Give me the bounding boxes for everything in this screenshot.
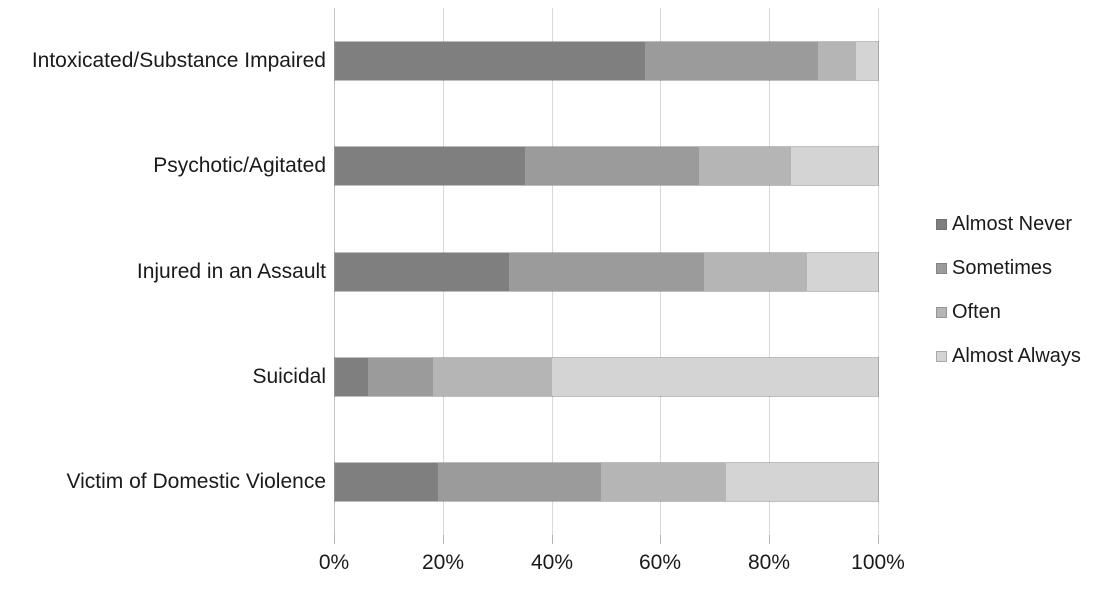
x-tick-mark bbox=[334, 535, 335, 544]
bar-segment-almost-never bbox=[335, 147, 526, 185]
x-tick-label: 80% bbox=[747, 551, 791, 574]
bar-segment-often bbox=[601, 463, 726, 501]
x-tick-label: 0% bbox=[318, 551, 350, 574]
bar-segment-almost-never bbox=[335, 42, 645, 80]
bar-segment-almost-always bbox=[791, 147, 878, 185]
bar-segment-sometimes bbox=[367, 358, 433, 396]
legend-item: Sometimes bbox=[936, 256, 1081, 279]
bar-segment-often bbox=[818, 42, 857, 80]
bar-segment-almost-never bbox=[335, 253, 509, 291]
legend-swatch-icon bbox=[936, 218, 947, 230]
bar-segment-often bbox=[432, 358, 553, 396]
x-tick-label: 100% bbox=[851, 551, 905, 574]
plot-area bbox=[334, 8, 879, 535]
x-tick-mark bbox=[443, 535, 444, 544]
bar-segment-almost-never bbox=[335, 358, 368, 396]
legend-label: Almost Never bbox=[952, 212, 1073, 235]
bar-segment-sometimes bbox=[438, 463, 602, 501]
category-label: Psychotic/Agitated bbox=[153, 154, 326, 177]
bar-row bbox=[334, 146, 879, 186]
x-tick-label: 60% bbox=[638, 551, 682, 574]
bar-segment-almost-always bbox=[856, 42, 878, 80]
legend-item: Almost Always bbox=[936, 344, 1081, 367]
legend-swatch-icon bbox=[936, 350, 947, 362]
legend-item: Often bbox=[936, 300, 1081, 323]
x-tick-mark bbox=[660, 535, 661, 544]
legend-item: Almost Never bbox=[936, 212, 1081, 235]
legend-swatch-icon bbox=[936, 262, 947, 274]
bar-row bbox=[334, 357, 879, 397]
legend-label: Often bbox=[952, 300, 1001, 323]
gridline bbox=[878, 8, 879, 535]
category-label: Injured in an Assault bbox=[136, 260, 326, 283]
category-label: Suicidal bbox=[252, 365, 326, 388]
bar-segment-often bbox=[704, 253, 808, 291]
legend: Almost Never Sometimes Often Almost Always bbox=[936, 212, 1081, 390]
x-tick-mark bbox=[552, 535, 553, 544]
bar-segment-almost-always bbox=[552, 358, 878, 396]
x-tick-label: 40% bbox=[530, 551, 574, 574]
gridline bbox=[334, 8, 335, 535]
bar-segment-almost-always bbox=[725, 463, 878, 501]
bar-row bbox=[334, 462, 879, 502]
legend-label: Sometimes bbox=[952, 256, 1053, 279]
legend-swatch-icon bbox=[936, 306, 947, 318]
bar-segment-almost-always bbox=[807, 253, 878, 291]
bar-row bbox=[334, 252, 879, 292]
x-tick-mark bbox=[769, 535, 770, 544]
category-label: Intoxicated/Substance Impaired bbox=[31, 49, 326, 72]
bar-segment-almost-never bbox=[335, 463, 439, 501]
bar-row bbox=[334, 41, 879, 81]
bar-segment-often bbox=[698, 147, 792, 185]
bar-segment-sometimes bbox=[508, 253, 705, 291]
x-tick-label: 20% bbox=[421, 551, 465, 574]
bar-segment-sometimes bbox=[644, 42, 819, 80]
category-label: Victim of Domestic Violence bbox=[66, 470, 327, 493]
bar-segment-sometimes bbox=[525, 147, 699, 185]
legend-label: Almost Always bbox=[952, 344, 1081, 367]
x-tick-mark bbox=[878, 535, 879, 544]
